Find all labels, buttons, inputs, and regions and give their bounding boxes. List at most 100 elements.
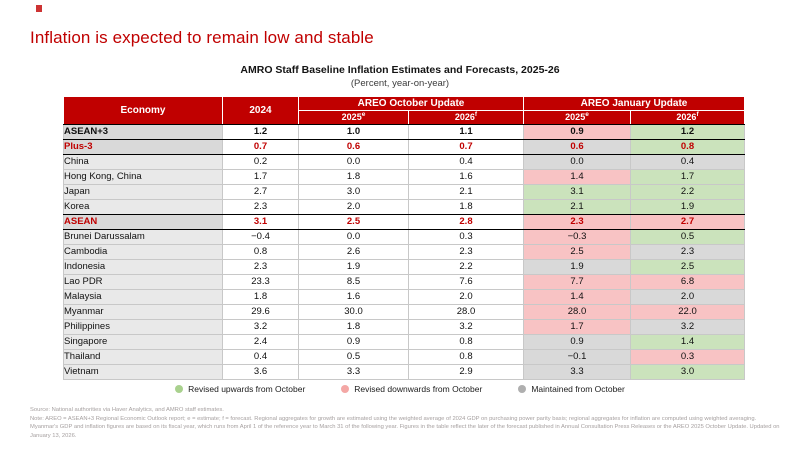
value-cell: 7.6	[408, 274, 524, 290]
value-cell: 2.2	[629, 184, 746, 200]
subheader-year: 2026	[454, 112, 475, 122]
value-cell: 2.5	[629, 259, 746, 275]
value-cell: 0.2	[222, 154, 299, 170]
value-cell: 0.8	[629, 139, 746, 155]
forecast-superscript: f	[696, 111, 699, 118]
table-row: Singapore 2.4 0.9 0.8 0.9 1.4	[63, 334, 746, 350]
value-cell: 0.0	[523, 154, 631, 170]
value-cell: 6.8	[629, 274, 746, 290]
value-cell: 1.7	[523, 319, 631, 335]
value-cell: 0.8	[222, 244, 299, 260]
table-row: Korea 2.3 2.0 1.8 2.1 1.9	[63, 199, 746, 215]
table-subtitle: (Percent, year-on-year)	[350, 78, 450, 89]
value-cell: 2.7	[222, 184, 299, 200]
value-cell: 3.1	[523, 184, 631, 200]
value-cell: 2.1	[408, 184, 524, 200]
value-cell: 2.6	[298, 244, 409, 260]
value-cell: 1.7	[222, 169, 299, 185]
value-cell: 1.7	[629, 169, 746, 185]
value-cell: 3.3	[298, 364, 409, 380]
value-cell: 3.1	[222, 214, 299, 230]
economy-cell: Korea	[63, 199, 223, 215]
forecast-superscript: f	[474, 111, 478, 118]
value-cell: 2.0	[298, 199, 409, 215]
economy-cell: ASEAN	[63, 214, 223, 230]
value-cell: 3.2	[408, 319, 524, 335]
value-cell: 2.1	[523, 199, 631, 215]
table-row: Vietnam 3.6 3.3 2.9 3.3 3.0	[63, 364, 746, 380]
value-cell: 7.7	[523, 274, 631, 290]
value-cell: 1.4	[629, 334, 746, 350]
value-cell: 0.9	[298, 334, 409, 350]
legend-down-dot-icon	[341, 385, 350, 393]
value-cell: 3.0	[629, 364, 746, 380]
value-cell: 2.5	[298, 214, 409, 230]
value-cell: 0.8	[408, 334, 524, 350]
value-cell: 2.4	[222, 334, 299, 350]
economy-cell: Malaysia	[63, 289, 223, 305]
col-subheader-jan-2026: 2026f	[629, 110, 746, 125]
value-cell: 2.0	[408, 289, 524, 305]
value-cell: 1.6	[298, 289, 409, 305]
value-cell: 0.8	[408, 349, 524, 365]
value-cell: 0.4	[222, 349, 299, 365]
value-cell: 0.4	[629, 154, 746, 170]
col-header-october-group: AREO October Update	[298, 96, 524, 111]
table-row: Cambodia 0.8 2.6 2.3 2.5 2.3	[63, 244, 746, 260]
economy-cell: Singapore	[63, 334, 223, 350]
economy-cell: Lao PDR	[63, 274, 223, 290]
table-title: AMRO Staff Baseline Inflation Estimates …	[240, 64, 560, 76]
economy-cell: Philippines	[63, 319, 223, 335]
legend-label: Maintained from October	[531, 384, 625, 394]
value-cell: 0.5	[629, 229, 746, 245]
value-cell: 3.2	[629, 319, 746, 335]
value-cell: 0.7	[408, 139, 524, 155]
col-header-economy: Economy	[63, 96, 223, 125]
value-cell: 2.3	[629, 244, 746, 260]
table-row: Thailand 0.4 0.5 0.8 −0.1 0.3	[63, 349, 746, 365]
value-cell: 1.9	[523, 259, 631, 275]
table-row: ASEAN 3.1 2.5 2.8 2.3 2.7	[63, 214, 746, 230]
value-cell: 1.8	[298, 319, 409, 335]
value-cell: 2.3	[523, 214, 631, 230]
value-cell: 1.1	[408, 124, 524, 140]
table-row: Philippines 3.2 1.8 3.2 1.7 3.2	[63, 319, 746, 335]
value-cell: 0.4	[408, 154, 524, 170]
value-cell: −0.4	[222, 229, 299, 245]
footnotes: Source: National authorities via Haver A…	[30, 406, 782, 441]
legend-up-dot-icon	[175, 385, 184, 393]
legend-label: Revised upwards from October	[188, 384, 306, 394]
col-subheader-jan-2025: 2025e	[523, 110, 631, 125]
value-cell: 3.3	[523, 364, 631, 380]
value-cell: 1.8	[408, 199, 524, 215]
value-cell: 28.0	[408, 304, 524, 320]
col-header-january-group: AREO January Update	[522, 96, 746, 111]
economy-cell: Myanmar	[63, 304, 223, 320]
legend-item: Revised downwards from October	[341, 384, 482, 394]
value-cell: 2.0	[629, 289, 746, 305]
value-cell: 3.2	[222, 319, 299, 335]
value-cell: −0.1	[523, 349, 631, 365]
subheader-year: 2025	[341, 112, 362, 122]
value-cell: 3.0	[298, 184, 409, 200]
value-cell: 0.7	[222, 139, 299, 155]
value-cell: 1.9	[298, 259, 409, 275]
col-header-2024: 2024	[222, 96, 299, 125]
value-cell: 1.2	[222, 124, 299, 140]
value-cell: 1.4	[523, 169, 631, 185]
estimate-superscript: e	[585, 111, 589, 118]
table-row: Plus-3 0.7 0.6 0.7 0.6 0.8	[63, 139, 746, 155]
estimate-superscript: e	[361, 111, 366, 118]
table-row: ASEAN+3 1.2 1.0 1.1 0.9 1.2	[63, 124, 746, 140]
table-row: Brunei Darussalam −0.4 0.0 0.3 −0.3 0.5	[63, 229, 746, 245]
value-cell: 0.6	[298, 139, 409, 155]
value-cell: 2.3	[222, 259, 299, 275]
value-cell: 22.0	[629, 304, 746, 320]
economy-cell: Japan	[63, 184, 223, 200]
table-row: Malaysia 1.8 1.6 2.0 1.4 2.0	[63, 289, 746, 305]
value-cell: 23.3	[222, 274, 299, 290]
table-row: Hong Kong, China 1.7 1.8 1.6 1.4 1.7	[63, 169, 746, 185]
value-cell: 1.8	[222, 289, 299, 305]
value-cell: 0.3	[408, 229, 524, 245]
